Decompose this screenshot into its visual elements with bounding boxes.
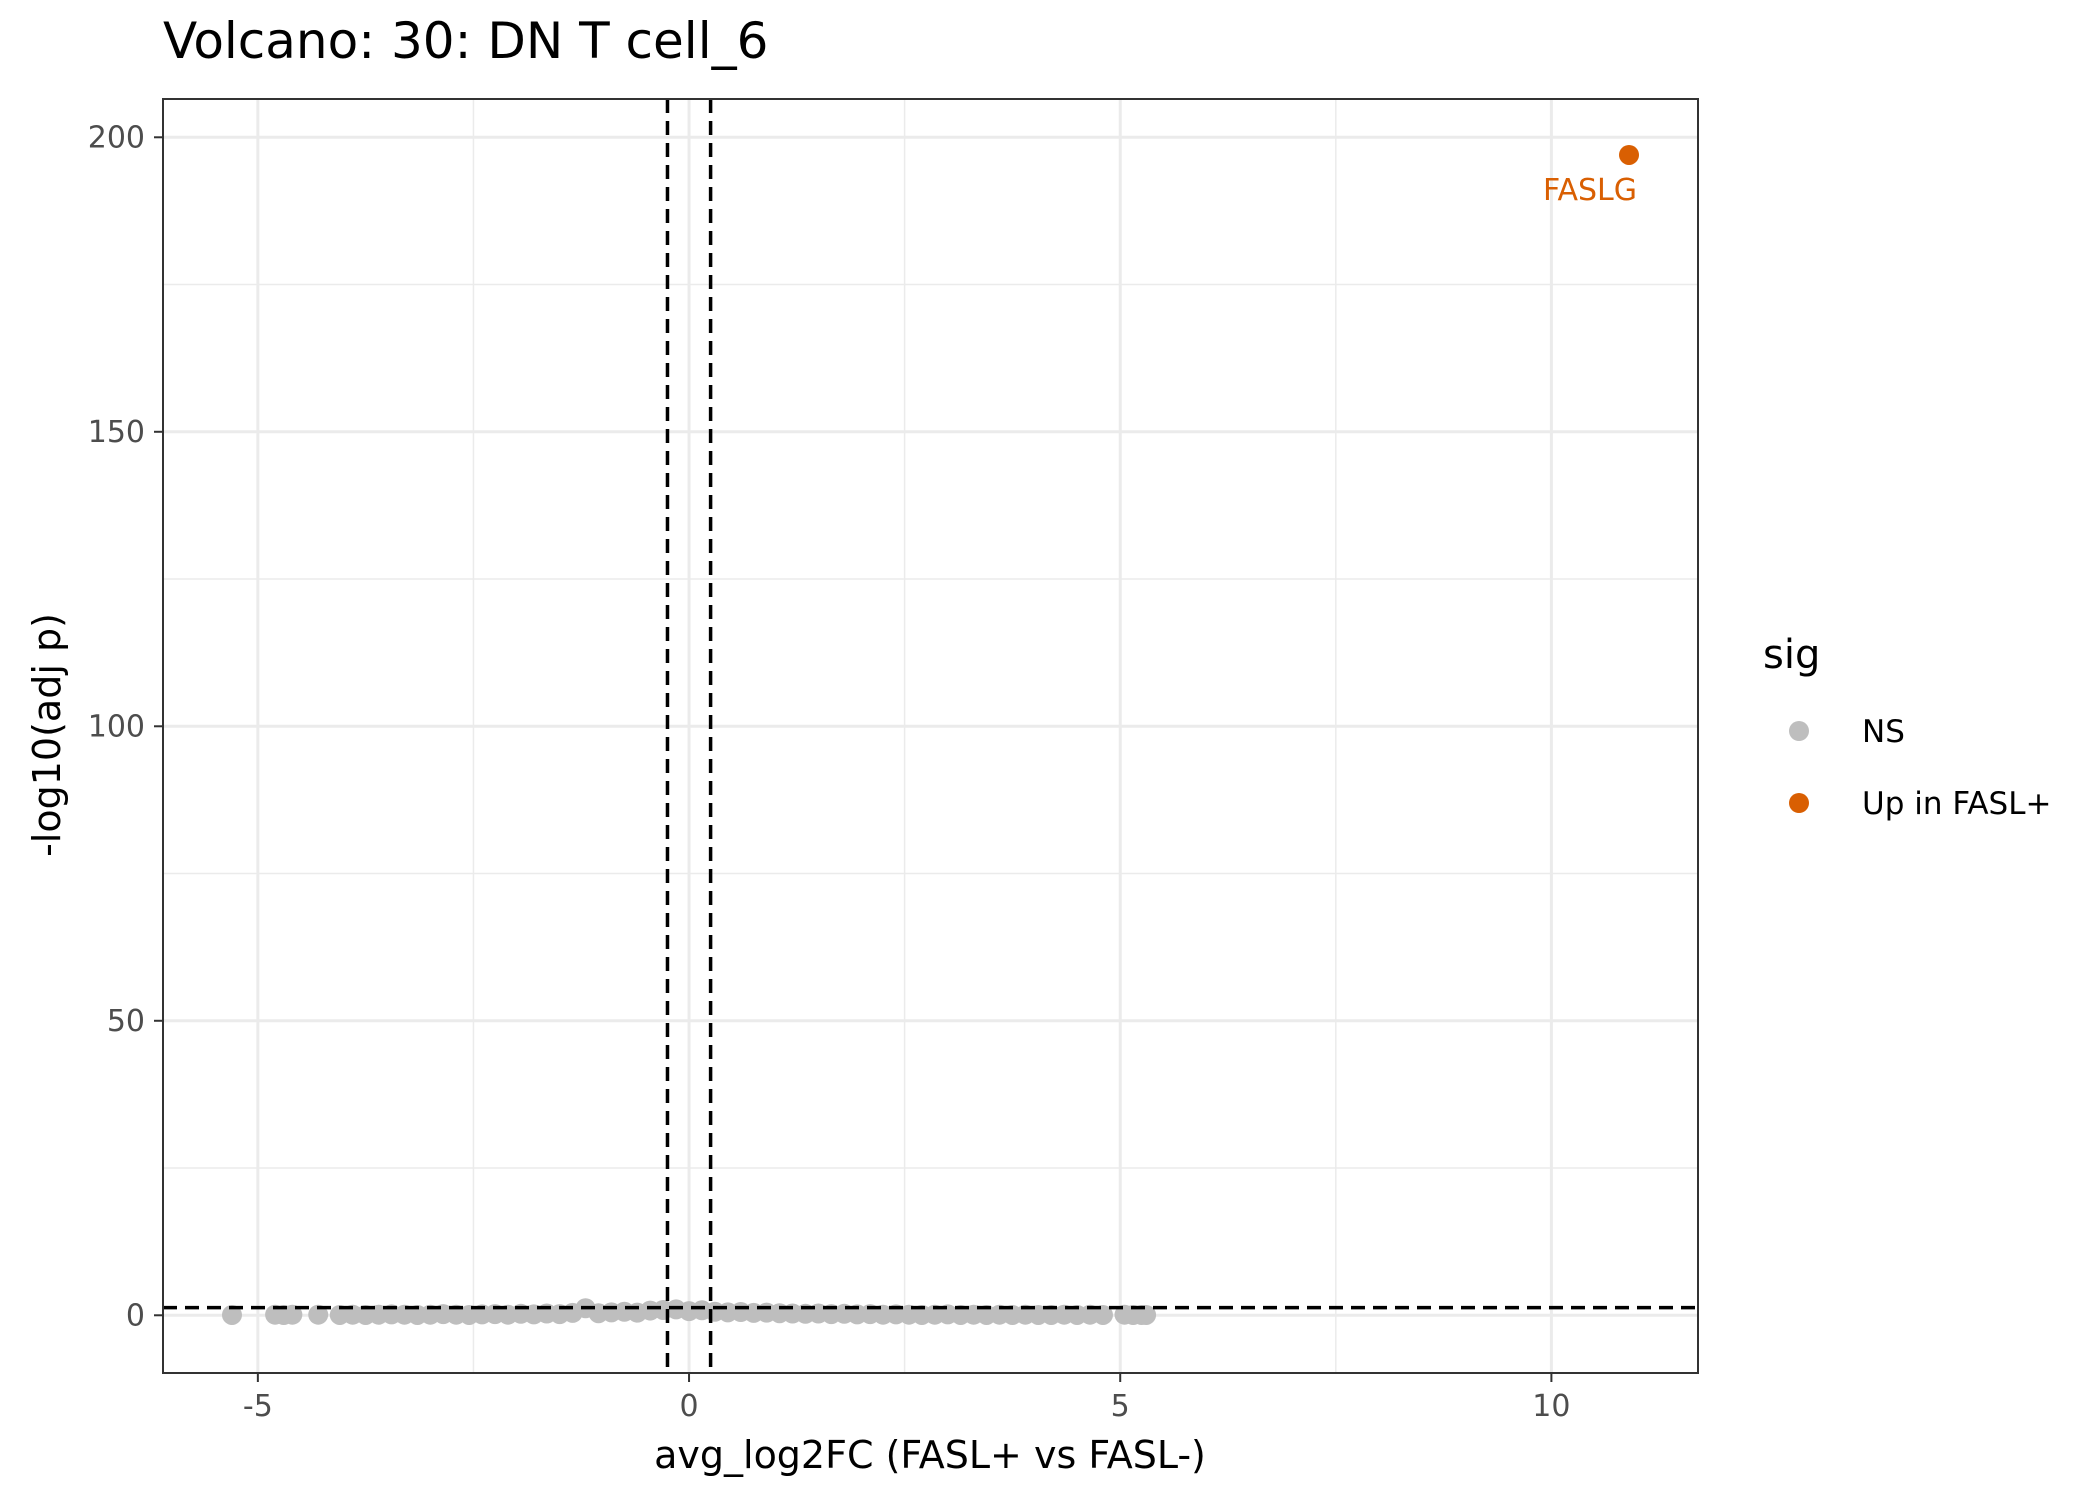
y-axis-title: -log10(adj p) — [25, 613, 69, 857]
ns-point — [1136, 1304, 1157, 1325]
point-label-text: FASLG — [1543, 173, 1637, 208]
y-tick-label: 0 — [126, 1298, 145, 1333]
threshold-lines — [163, 99, 1698, 1373]
legend-key-up — [1789, 793, 1809, 813]
legend-label-ns: NS — [1862, 714, 1905, 750]
y-tick-label: 200 — [88, 120, 145, 155]
chart-title: Volcano: 30: DN T cell_6 — [163, 12, 768, 70]
legend-title: sig — [1763, 632, 1820, 678]
x-axis-title: avg_log2FC (FASL+ vs FASL-) — [654, 1433, 1206, 1477]
legend: sig NS Up in FASL+ — [1763, 632, 2051, 822]
up-point — [1619, 144, 1640, 165]
point-labels: FASLG — [1543, 173, 1637, 208]
y-axis: 0 50 100 150 200 — [88, 120, 163, 1333]
x-axis: -5 0 5 10 — [243, 1373, 1570, 1424]
ns-point — [282, 1304, 303, 1325]
panel-border — [162, 98, 1699, 1374]
y-tick-label: 150 — [88, 415, 145, 450]
y-tick-label: 50 — [107, 1004, 145, 1039]
y-tick-label: 100 — [88, 709, 145, 744]
ns-point — [1092, 1304, 1113, 1325]
x-tick-label: 0 — [679, 1389, 698, 1424]
legend-label-up: Up in FASL+ — [1862, 786, 2051, 822]
ns-point — [221, 1304, 242, 1325]
ns-point — [308, 1304, 329, 1325]
grid-minor — [163, 99, 1698, 1373]
x-tick-label: 5 — [1111, 1389, 1130, 1424]
x-tick-label: -5 — [243, 1389, 273, 1424]
up-points — [1619, 144, 1640, 165]
x-tick-label: 10 — [1532, 1389, 1570, 1424]
legend-key-ns — [1789, 721, 1809, 741]
